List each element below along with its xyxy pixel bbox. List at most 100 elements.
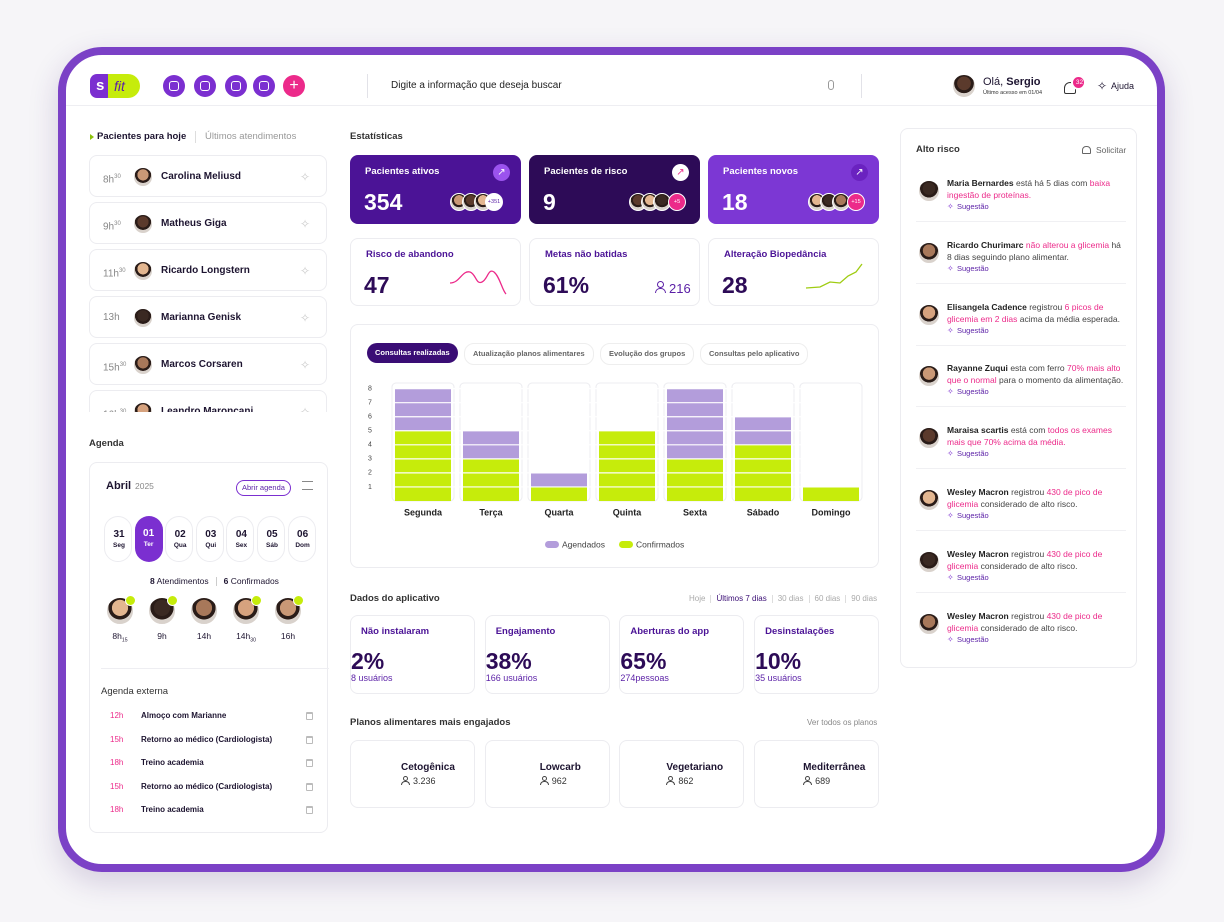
day-pill[interactable]: 02 Qua [165, 516, 194, 562]
view-all-link[interactable]: Ver todos os planos [807, 718, 878, 727]
period-tab[interactable]: 30 dias [777, 594, 804, 603]
stat-card[interactable]: Pacientes ativos 354 ↗ +351 [350, 155, 521, 224]
day-pill[interactable]: 04 Sex [226, 516, 255, 562]
request-icon[interactable] [1082, 146, 1091, 154]
metric-card[interactable]: Risco de abandono 47 [350, 238, 521, 306]
add-button[interactable]: + [283, 75, 305, 97]
avatar [133, 214, 153, 234]
chart-tab[interactable]: Consultas realizadas [367, 343, 458, 363]
slot-time: 14h [184, 629, 224, 643]
search-input[interactable]: Digite a informação que deseja buscar [391, 80, 562, 91]
mic-icon[interactable] [828, 80, 834, 90]
nav-icon[interactable] [225, 75, 247, 97]
metric-card[interactable]: Metas não batidas 61% 216 [529, 238, 700, 306]
nav-icon[interactable] [253, 75, 275, 97]
chart-tab[interactable]: Consultas pelo aplicativo [700, 343, 809, 365]
avatar [918, 241, 940, 264]
chart-tab[interactable]: Atualização planos alimentares [464, 343, 594, 365]
day-pill[interactable]: 01 Ter [134, 516, 163, 562]
chart-tab[interactable]: Evolução dos grupos [600, 343, 695, 365]
day-pill[interactable]: 03 Qui [195, 516, 224, 562]
person-glyph [539, 781, 549, 785]
suggestion-link[interactable]: Sugestão [957, 449, 989, 459]
period-tab[interactable]: 60 dias [814, 594, 841, 603]
patient-card[interactable]: 15h30 Marcos Corsaren ✧ [89, 343, 327, 385]
tab[interactable]: Últimos atendimentos [205, 131, 297, 142]
stat-card[interactable]: Pacientes de risco 9 ↗ +5 [529, 155, 700, 224]
avatar-more-count: +15 [851, 199, 861, 205]
patient-name: Maria Bernardes [947, 178, 1014, 188]
weekday: Ter [143, 541, 154, 548]
stat-card[interactable]: Pacientes novos 18 ↗ +15 [708, 155, 879, 224]
trash-icon[interactable] [306, 806, 313, 814]
risk-text: Elisangela Cadence registrou 6 picos de … [947, 301, 1127, 325]
confirmed-check [167, 595, 178, 606]
period-tab[interactable]: Hoje [689, 594, 706, 603]
event-title: Almoço com Marianne [141, 711, 227, 720]
patient-time: 11h30 [103, 264, 126, 281]
risk-text-part: acima da média esperada. [1019, 313, 1120, 324]
high-risk-card: Alto risco Solicitar Maria Bernardes está … [900, 128, 1137, 668]
stat-value: 18 [722, 189, 748, 215]
request-link[interactable]: Solicitar [1096, 145, 1127, 155]
metric-value: 47 [364, 272, 390, 298]
plan-card[interactable]: Lowcarb 962 [484, 740, 610, 808]
patient-time: 16h30 [103, 405, 126, 412]
stat-label: Pacientes de risco [544, 166, 628, 177]
tab[interactable]: Pacientes para hoje [97, 131, 187, 142]
metric-card[interactable]: Alteração Biopedância 28 [708, 238, 879, 306]
day-pill[interactable]: 05 Sáb [257, 516, 285, 562]
suggestion-link[interactable]: Sugestão [957, 387, 989, 397]
patient-name: Wesley Macron [947, 487, 1009, 497]
trash-icon[interactable] [306, 759, 313, 767]
suggestion-link[interactable]: Sugestão [957, 634, 989, 644]
risk-highlight: 430 de pico de glicemia [947, 610, 1103, 633]
risk-highlight: não alterou a glicemia [1025, 239, 1110, 250]
suggestion-link[interactable]: Sugestão [957, 572, 989, 582]
suggestion-link[interactable]: Sugestão [957, 511, 989, 520]
period-tab[interactable]: Últimos 7 dias [716, 594, 767, 603]
patient-time: 8h30 [103, 170, 121, 187]
day-number: 02 [174, 529, 186, 540]
avatar [918, 303, 940, 326]
plan-name: Mediterrânea [803, 762, 866, 773]
day-pill[interactable]: 06 Dom [287, 516, 316, 562]
patient-card[interactable]: 16h30 Leandro Maroncani ✧ [89, 390, 327, 412]
patient-card[interactable]: 8h30 Carolina Meliusd ✧ [89, 155, 327, 197]
weekday: Sáb [266, 542, 278, 549]
suggestion-link[interactable]: Sugestão [957, 263, 989, 273]
person-glyph [655, 288, 666, 293]
risk-highlight: 6 picos de glicemia em 2 dias [947, 301, 1104, 324]
trash-icon[interactable] [306, 735, 313, 744]
nav-icon[interactable] [194, 75, 216, 97]
patient-card[interactable]: 13h Marianna Genisk ✧ [89, 296, 327, 338]
risk-text-part: considerado de alto risco. [980, 622, 1078, 633]
tab-marker [90, 134, 94, 140]
help-link[interactable]: Ajuda [1111, 81, 1135, 91]
weekday: Qui [205, 542, 217, 549]
suggestion-link[interactable]: Sugestão [957, 202, 989, 211]
nav-icon[interactable] [163, 75, 185, 97]
plan-card[interactable]: Mediterrânea 689 [754, 740, 880, 808]
hour: 16h [103, 409, 120, 412]
plan-card[interactable]: Cetogênica 3.236 [350, 740, 475, 808]
open-agenda-button[interactable]: Abrir agenda [236, 480, 291, 496]
event-time: 15h [110, 734, 124, 744]
period-tab[interactable]: 90 dias [851, 594, 878, 603]
patient-card[interactable]: 9h30 Matheus Giga ✧ [89, 202, 327, 244]
patient-name: Ricardo Churimarc [947, 239, 1024, 250]
app-value: 10% [755, 648, 802, 674]
confirmed-check [293, 595, 304, 606]
divider [916, 406, 1126, 408]
stat-value: 9 [543, 189, 556, 215]
trash-icon[interactable] [306, 712, 313, 720]
day-number: 01 [143, 528, 155, 539]
filter-icon[interactable] [302, 481, 313, 490]
separator [845, 594, 847, 603]
plan-card[interactable]: Vegetariano 862 [619, 740, 745, 808]
patient-card[interactable]: 11h30 Ricardo Longstern ✧ [89, 249, 327, 291]
suggestion-link[interactable]: Sugestão [957, 325, 989, 335]
app-sub: 166 usuários [485, 673, 538, 683]
day-pill[interactable]: 31 Seg [104, 516, 132, 562]
trash-icon[interactable] [306, 782, 313, 791]
